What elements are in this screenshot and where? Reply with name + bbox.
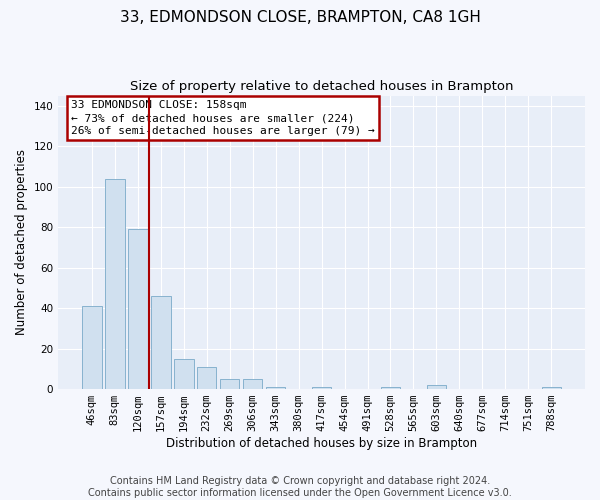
Bar: [266, 387, 286, 389]
Text: 33, EDMONDSON CLOSE, BRAMPTON, CA8 1GH: 33, EDMONDSON CLOSE, BRAMPTON, CA8 1GH: [119, 10, 481, 25]
Text: Contains HM Land Registry data © Crown copyright and database right 2024.
Contai: Contains HM Land Registry data © Crown c…: [88, 476, 512, 498]
Bar: [151, 296, 170, 389]
Bar: [174, 358, 194, 389]
Bar: [197, 367, 217, 389]
Bar: [105, 178, 125, 389]
Bar: [220, 379, 239, 389]
Y-axis label: Number of detached properties: Number of detached properties: [15, 150, 28, 336]
Bar: [542, 387, 561, 389]
Bar: [82, 306, 101, 389]
Title: Size of property relative to detached houses in Brampton: Size of property relative to detached ho…: [130, 80, 514, 93]
Bar: [128, 229, 148, 389]
Bar: [427, 385, 446, 389]
Bar: [243, 379, 262, 389]
Text: 33 EDMONDSON CLOSE: 158sqm
← 73% of detached houses are smaller (224)
26% of sem: 33 EDMONDSON CLOSE: 158sqm ← 73% of deta…: [71, 100, 375, 136]
X-axis label: Distribution of detached houses by size in Brampton: Distribution of detached houses by size …: [166, 437, 477, 450]
Bar: [312, 387, 331, 389]
Bar: [381, 387, 400, 389]
